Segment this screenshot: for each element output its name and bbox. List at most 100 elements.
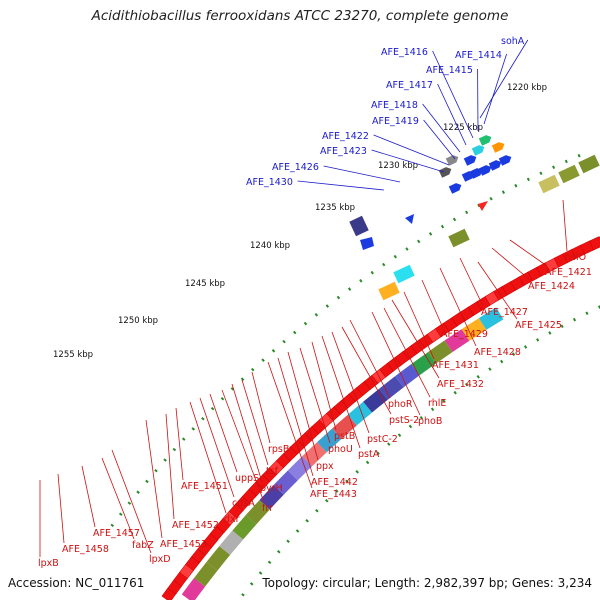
forward-gene-block xyxy=(488,160,502,171)
forward-gene-leader-line xyxy=(479,39,529,119)
functional-color-segment xyxy=(347,401,373,426)
forward-gene-leader-line xyxy=(323,165,401,183)
reverse-gene-leader-line xyxy=(421,279,444,329)
reverse-gene-leader-line xyxy=(391,299,440,379)
reverse-gene-leader-line xyxy=(189,401,227,514)
forward-gene-leader-line xyxy=(423,119,456,160)
reverse-gene-label: AFE_1442 xyxy=(311,477,358,488)
reverse-gene-label: frr xyxy=(262,503,273,514)
reverse-gene-leader-line xyxy=(509,239,548,267)
functional-color-segment xyxy=(378,281,400,301)
reverse-gene-label: pyrH xyxy=(260,483,283,494)
reverse-gene-label: phoR xyxy=(388,399,413,410)
reverse-gene-label: AFE_1458 xyxy=(62,544,109,555)
reverse-gene-leader-line xyxy=(221,389,265,503)
forward-gene-label: AFE_1430 xyxy=(246,177,293,188)
reverse-gene-leader-line xyxy=(341,326,392,415)
functional-color-segment xyxy=(181,578,206,600)
reverse-gene-leader-line xyxy=(311,341,337,431)
forward-gene-label: AFE_1417 xyxy=(386,80,433,91)
reverse-gene-label: pstA xyxy=(358,449,380,460)
functional-color-segment xyxy=(461,318,487,341)
forward-gene-label: AFE_1416 xyxy=(381,47,428,58)
reverse-gene-leader-line xyxy=(287,351,319,461)
kbp-scale-label: 1235 kbp xyxy=(315,203,355,213)
reverse-gene-label: AFE_1451 xyxy=(181,481,228,492)
reverse-gene-label: lpxD xyxy=(149,554,171,565)
functional-color-segment xyxy=(302,442,327,467)
functional-color-segment xyxy=(219,530,244,555)
reverse-gene-leader-line xyxy=(277,357,314,477)
forward-gene-leader-line xyxy=(371,149,445,173)
forward-gene-arrow xyxy=(478,135,492,146)
forward-gene-block xyxy=(478,165,492,176)
forward-gene-arrow xyxy=(405,214,414,224)
figure-title: Acidithiobacillus ferrooxidans ATCC 2327… xyxy=(91,8,509,24)
forward-gene-arrow xyxy=(438,167,452,178)
reverse-gene-label: rpsB xyxy=(268,444,289,455)
reverse-gene-leader-line xyxy=(209,393,238,473)
kbp-scale-label: 1220 kbp xyxy=(507,83,547,93)
reverse-gene-label: AFE_1457 xyxy=(93,528,140,539)
reverse-gene-label: pstS-2 xyxy=(389,415,419,426)
reverse-gene-leader-line xyxy=(165,413,175,520)
forward-gene-arrow xyxy=(478,165,492,176)
reverse-gene-label: AFE_1431 xyxy=(432,360,479,371)
kbp-scale-label: 1250 kbp xyxy=(118,316,158,326)
reverse-gene-leader-line xyxy=(299,347,331,444)
reverse-gene-leader-line xyxy=(199,397,235,498)
functional-color-segment xyxy=(444,329,470,352)
reverse-gene-leader-line xyxy=(251,371,271,444)
functional-color-segment xyxy=(578,154,600,174)
functional-color-segment xyxy=(206,546,231,571)
reverse-gene-arrow xyxy=(478,201,488,211)
forward-gene-block xyxy=(463,155,477,166)
reverse-gene-leader-line xyxy=(459,257,484,307)
reverse-gene-label: tsf xyxy=(266,466,279,477)
reverse-gene-label: uppS xyxy=(235,473,259,484)
reverse-gene-label: AFE_1443 xyxy=(310,489,357,500)
reverse-gene-label: AFE_1425 xyxy=(515,320,562,331)
forward-gene-leader-line xyxy=(432,50,474,139)
forward-gene-arrow xyxy=(461,171,475,182)
functional-color-segment xyxy=(478,307,504,330)
forward-gene-block xyxy=(360,237,374,250)
forward-gene-arrow xyxy=(463,155,477,166)
forward-gene-label: AFE_1419 xyxy=(372,116,419,127)
reverse-gene-label: pstC-2 xyxy=(367,434,398,445)
reverse-gene-label: ppx xyxy=(316,461,334,472)
reverse-gene-leader-line xyxy=(383,307,431,398)
forward-gene-label: AFE_1423 xyxy=(320,146,367,157)
reverse-gene-label: phoU xyxy=(328,444,353,455)
reverse-gene-leader-line xyxy=(81,465,96,528)
functional-color-segment xyxy=(273,470,298,495)
reverse-gene-label: lpxB xyxy=(38,558,59,569)
forward-gene-block xyxy=(445,155,459,166)
forward-gene-block xyxy=(448,183,462,194)
reverse-gene-leader-line xyxy=(477,261,518,320)
forward-gene-block xyxy=(438,167,452,178)
reverse-gene-label: cdsA xyxy=(232,498,255,509)
reverse-gene-leader-line xyxy=(231,383,263,483)
reverse-gene-label: rhlE xyxy=(428,398,446,409)
kbp-scale-label: 1255 kbp xyxy=(53,350,93,360)
reverse-gene-leader-line xyxy=(562,199,568,252)
functional-color-segment xyxy=(287,456,313,481)
forward-gene-arrow xyxy=(491,142,505,153)
forward-gene-label: sohA xyxy=(501,36,525,47)
reverse-gene-leader-line xyxy=(439,267,477,347)
reverse-gene-leader-line xyxy=(241,379,269,466)
reverse-gene-label: AFE_1421 xyxy=(545,267,592,278)
reverse-gene-label: AFE_1428 xyxy=(474,347,521,358)
reverse-gene-leader-line xyxy=(111,449,152,554)
forward-gene-leader-line xyxy=(422,103,461,153)
forward-gene-leader-line xyxy=(437,83,467,146)
genome-summary-text: Topology: circular; Length: 2,982,397 bp… xyxy=(262,576,592,590)
forward-gene-arrow xyxy=(448,183,462,194)
reverse-gene-leader-line xyxy=(349,319,391,399)
reverse-gene-leader-line xyxy=(403,291,435,360)
reverse-gene-label: AFE_1432 xyxy=(437,379,484,390)
reverse-gene-leader-line xyxy=(491,247,531,281)
